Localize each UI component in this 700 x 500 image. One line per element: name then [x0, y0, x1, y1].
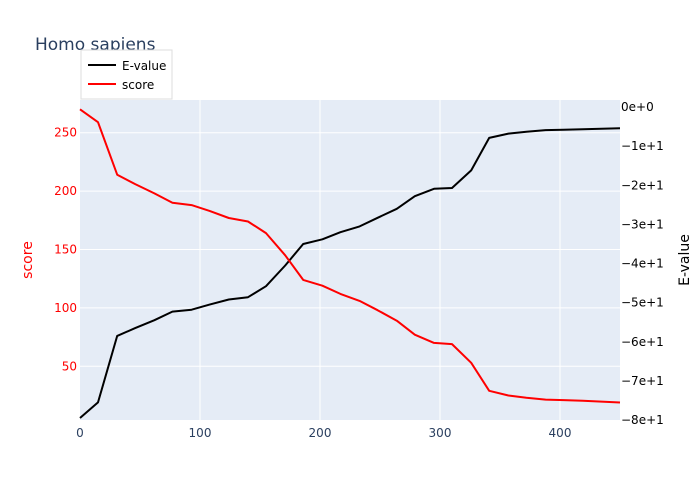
series-line-e-value: [79, 127, 621, 419]
right-y-tick-label: −4e+1: [621, 257, 664, 271]
right-y-tick-label: −3e+1: [621, 217, 664, 231]
plot-background: [80, 100, 620, 420]
right-y-tick-label: −1e+1: [621, 139, 664, 153]
x-tick-label: 400: [549, 426, 572, 440]
right-axis-label: E-value: [677, 234, 693, 286]
right-y-tick-label: −6e+1: [621, 335, 664, 349]
x-tick-label: 200: [309, 426, 332, 440]
right-y-tick-label: −7e+1: [621, 374, 664, 388]
x-axis: 0 100 200 300 400: [76, 426, 571, 440]
legend-box: [80, 49, 173, 100]
right-y-tick-label: −5e+1: [621, 296, 664, 310]
series-lines: [79, 108, 621, 419]
right-y-tick-label: 0e+0: [621, 100, 654, 114]
left-y-tick-label: 100: [54, 301, 77, 315]
x-tick-label: 0: [76, 426, 84, 440]
left-y-axis: 50 100 150 200 250: [54, 126, 77, 374]
left-y-tick-label: 200: [54, 184, 77, 198]
legend[interactable]: E-value score: [80, 49, 173, 100]
series-line-score: [79, 108, 621, 404]
legend-label-score[interactable]: score: [122, 78, 154, 92]
x-tick-label: 300: [429, 426, 452, 440]
left-axis-label: score: [20, 241, 36, 279]
left-y-tick-label: 250: [54, 126, 77, 140]
left-y-tick-label: 150: [54, 242, 77, 256]
left-y-tick-label: 50: [62, 359, 77, 373]
legend-label-evalue[interactable]: E-value: [122, 59, 166, 73]
right-y-tick-label: −8e+1: [621, 413, 664, 427]
right-y-tick-label: −2e+1: [621, 178, 664, 192]
gridlines: [80, 100, 620, 420]
right-y-axis: 0e+0 −1e+1 −2e+1 −3e+1 −4e+1 −5e+1 −6e+1 −7e+1 −…: [621, 100, 664, 427]
x-tick-label: 100: [189, 426, 212, 440]
